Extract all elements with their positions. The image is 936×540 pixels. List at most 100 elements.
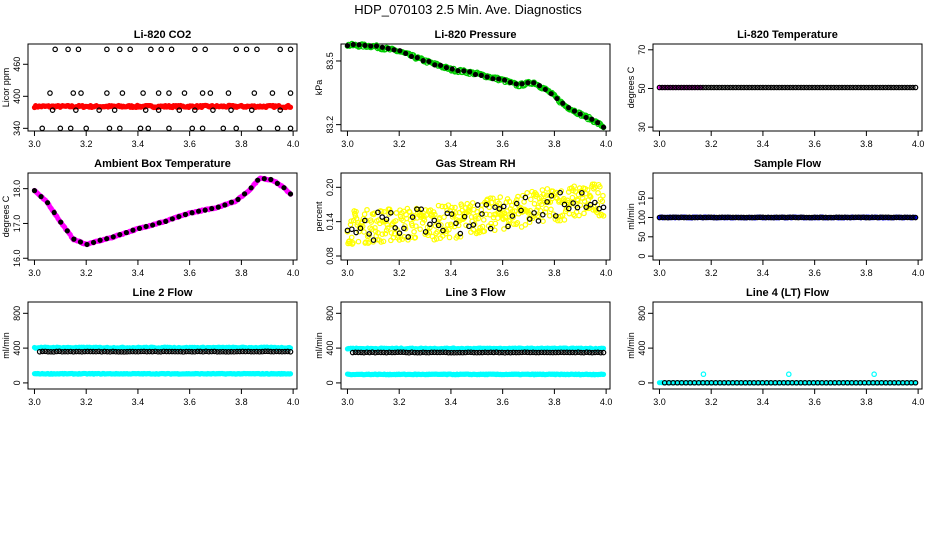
point-rh-yellow [595,189,601,196]
point-line3-black [575,349,581,356]
point-rh-yellow [409,222,416,229]
x-tick-label: 3.4 [445,397,458,407]
point-box-temp-sample [130,227,136,233]
point-line3-black [428,349,435,356]
x-tick-label: 3.6 [496,397,509,407]
point-box-temp-sample [202,207,208,213]
point-line2-black [267,348,274,355]
point-co2-sample-high [104,46,110,53]
point-co2-sample-low [117,125,123,132]
point-rh-yellow [521,199,527,205]
point-pressure-filled [356,42,362,48]
x-tick-label: 3.6 [183,139,196,149]
point-flow-black [877,214,883,221]
point-flow-black [825,214,832,221]
point-flow-black [735,214,742,221]
point-line2-black [220,348,226,355]
point-rh-yellow [368,219,375,225]
point-co2-sample-mid [207,90,214,96]
point-temp-open [681,84,687,91]
point-rh-black [431,217,438,224]
y-axis-label: ml/min [626,332,636,359]
point-co2-sample-near [96,107,102,113]
plot-line-4-lt-flow: Line 4 (LT) Flow ml/min 3.0 3.2 3.4 3.6 3.8 4.0… [626,287,924,407]
point-temp-open [656,84,663,91]
x-tick-label: 3.8 [860,397,873,407]
point-line3-black [595,349,601,356]
point-line2-black [225,349,232,355]
x-tick-label: 3.6 [496,139,509,149]
plot-frame [27,43,298,132]
point-flow-black [896,214,902,221]
point-rh-yellow [446,234,453,241]
x-tick-label: 3.8 [548,268,561,278]
point-line3-black [352,349,359,356]
x-tick-label: 3.0 [341,397,354,407]
point-co2-sample-low [145,125,152,132]
point-flow-black [811,214,818,221]
point-pressure-filled [496,76,502,82]
x-tick-label: 3.8 [860,139,873,149]
point-pressure-filled [368,43,374,49]
plot-title: Ambient Box Temperature [94,158,231,170]
x-tick-label: 4.0 [287,268,300,278]
point-line2-black [183,348,190,355]
point-co2-sample-near [176,107,183,113]
x-tick-label: 3.0 [28,268,41,278]
point-pressure-filled [519,81,525,87]
point-flow-black [667,214,674,221]
point-line3-black [361,349,367,356]
point-temp-open [730,84,736,91]
point-line2-black [107,349,113,355]
point-rh-yellow [465,207,472,214]
plot-marks [31,175,294,248]
point-line2-black [222,349,229,355]
y-axis-label: kPa [314,80,324,96]
point-rh-yellow [444,207,450,214]
point-rh-yellow [469,200,476,206]
point-line2-black [67,348,74,355]
point-line2-black [127,348,133,355]
point-rh-yellow [355,238,362,245]
point-rh-yellow [501,226,507,232]
x-tick-label: 3.4 [132,139,145,149]
y-tick-label: 460 [12,57,22,72]
plot-frame [27,301,298,390]
point-flow-black [784,214,791,221]
point-pressure-filled [437,62,444,68]
point-rh-yellow [365,240,372,246]
point-flow-black [888,214,894,221]
point-co2-sample-low [67,125,74,132]
point-line3-black [434,349,441,356]
point-line2-black [284,348,291,355]
x-tick-label: 3.4 [757,397,770,407]
point-flow-black [659,214,665,221]
point-rh-yellow [515,193,521,200]
point-line4-black [912,379,919,386]
y-tick-label: 16.0 [12,249,22,267]
point-box-temp-sample [90,239,97,246]
point-temp-open [839,84,845,91]
x-tick-label: 3.6 [183,397,196,407]
x-tick-label: 3.4 [132,268,145,278]
point-line3-black [392,349,398,356]
point-temp-open [814,84,821,91]
point-line3-black [504,349,511,356]
point-line2-black [172,348,178,355]
point-rh-yellow [421,217,428,223]
point-temp-open [866,84,873,91]
point-line2-black [87,348,94,355]
plot-frame [340,301,611,390]
point-rh-yellow [473,216,479,222]
plot-marks [656,371,919,386]
point-box-temp-sample [84,241,90,248]
point-line2-black [166,348,173,355]
y-tick-label: 30 [637,122,647,132]
point-temp-open [762,84,769,91]
point-flow-black [752,214,758,221]
point-temp-open [708,84,715,91]
point-rh-black [349,226,355,233]
x-tick-label: 3.2 [705,397,718,407]
point-rh-yellow [524,190,530,196]
point-pressure-filled [484,74,490,80]
